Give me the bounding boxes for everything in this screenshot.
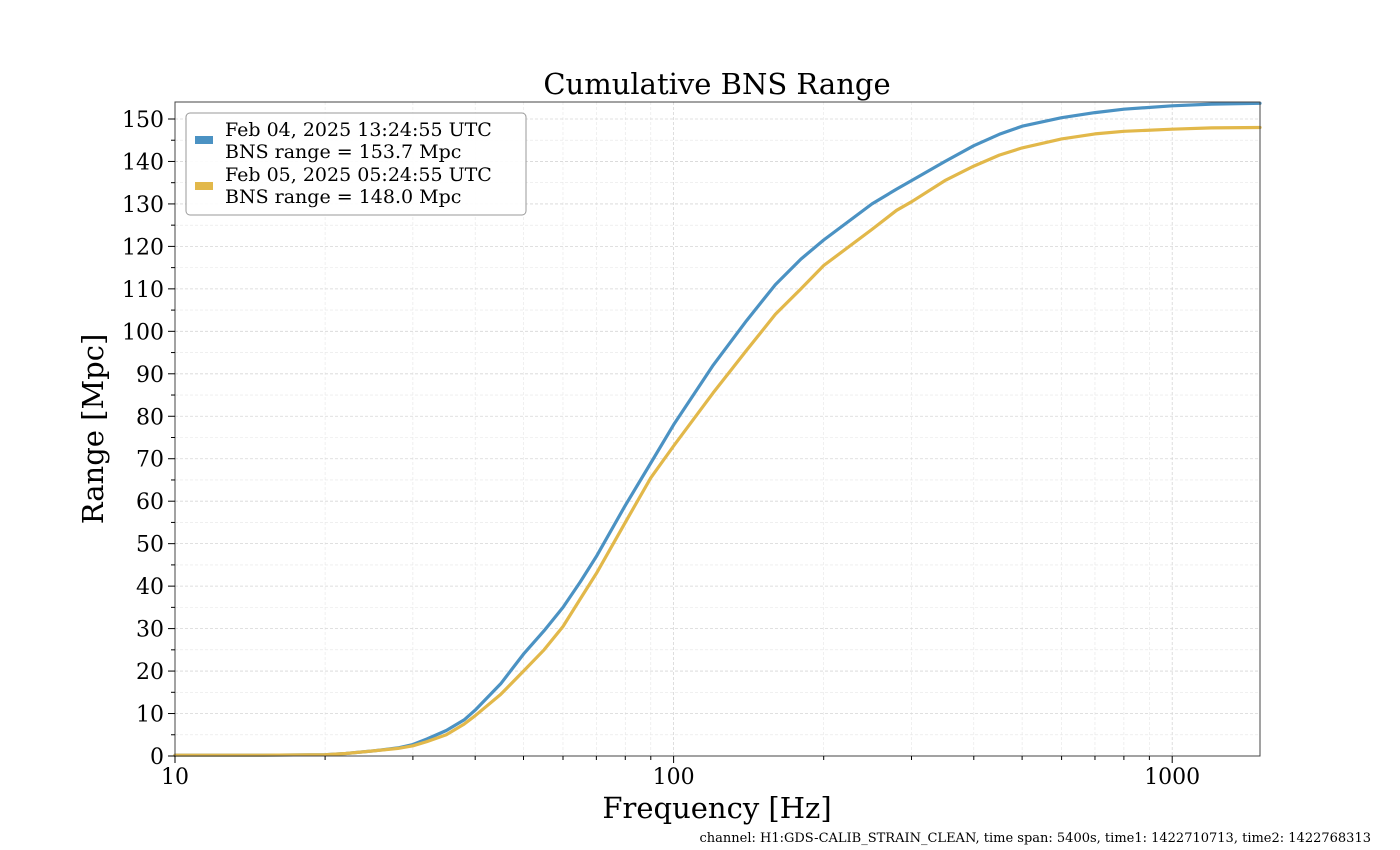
legend-detail-feb05: BNS range = 148.0 Mpc	[225, 186, 461, 208]
plot-frame	[174, 101, 1261, 757]
y-tick-label: 80	[136, 405, 164, 430]
legend: Feb 04, 2025 13:24:55 UTC BNS range = 15…	[185, 112, 527, 216]
y-tick-label: 50	[136, 533, 164, 558]
legend-box	[185, 112, 527, 216]
series-layer	[173, 101, 1262, 757]
y-tick-label: 30	[136, 618, 164, 643]
y-tick-label: 10	[136, 703, 164, 728]
x-tick-label: 100	[653, 765, 695, 790]
x-tick-label: 1000	[1144, 765, 1200, 790]
x-tick-label: 10	[161, 765, 189, 790]
y-tick-label: 40	[136, 575, 164, 600]
legend-entry-feb05: Feb 05, 2025 05:24:55 UTC	[225, 164, 492, 186]
chart-title: Cumulative BNS Range	[543, 67, 890, 101]
y-axis-label: Range [Mpc]	[76, 334, 110, 525]
y-tick-label: 110	[122, 278, 164, 303]
grid	[174, 102, 1260, 757]
x-axis-label: Frequency [Hz]	[602, 791, 831, 825]
legend-entry-feb04: Feb 04, 2025 13:24:55 UTC	[225, 119, 492, 141]
y-tick-label: 150	[122, 108, 164, 133]
y-tick-label: 120	[122, 235, 164, 260]
y-tick-label: 60	[136, 490, 164, 515]
y-tick-label: 70	[136, 448, 164, 473]
y-tick-label: 90	[136, 363, 164, 388]
y-tick-label: 130	[122, 193, 164, 218]
y-tick-label: 100	[122, 320, 164, 345]
y-tick-label: 20	[136, 660, 164, 685]
y-tick-label: 0	[150, 745, 164, 770]
footer-channel-note: channel: H1:GDS-CALIB_STRAIN_CLEAN, time…	[699, 831, 1371, 846]
y-tick-label: 140	[122, 150, 164, 175]
legend-swatch-feb05	[195, 182, 213, 190]
series-line-feb05	[173, 125, 1262, 757]
legend-swatch-feb04	[195, 136, 213, 144]
ticks: 10 100 10000102030405060708090100110120130…	[122, 108, 1200, 790]
legend-detail-feb04: BNS range = 153.7 Mpc	[225, 141, 461, 163]
